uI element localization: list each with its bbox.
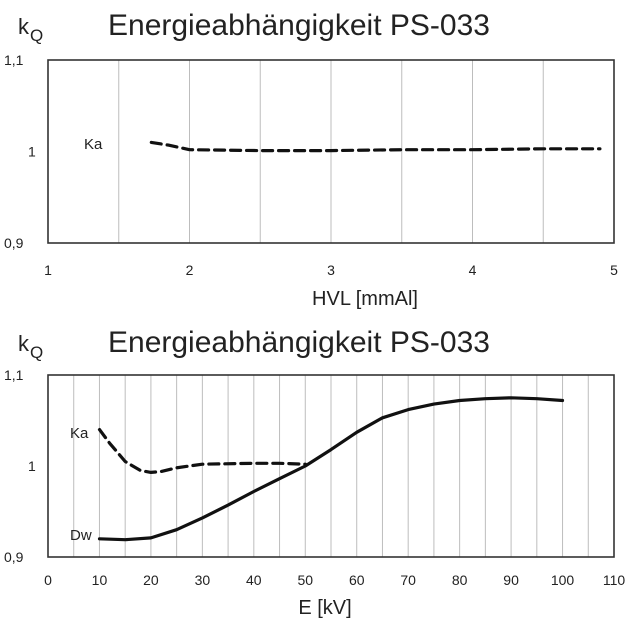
y-axis-label-main: k (18, 331, 30, 356)
series-label-ka: Ka (84, 136, 103, 153)
x-tick-label: 50 (297, 572, 313, 588)
y-tick-label: 1,1 (4, 52, 24, 68)
plot-frame (47, 374, 615, 558)
y-tick-label: 0,9 (4, 235, 24, 251)
x-tick-label: 40 (246, 572, 262, 588)
x-tick-label: 60 (349, 572, 365, 588)
x-tick-label: 3 (327, 262, 335, 278)
x-tick-label: 110 (603, 572, 626, 588)
x-tick-label: 30 (195, 572, 211, 588)
x-tick-label: 5 (610, 262, 618, 278)
x-tick-label: 1 (44, 262, 52, 278)
series-label-ka: Ka (70, 425, 89, 442)
y-tick-label: 1,1 (4, 367, 24, 383)
y-tick-label: 1 (28, 458, 36, 474)
x-tick-label: 2 (186, 262, 194, 278)
chart-1: kQ Energieabhängigkeit PS-033 1 2 3 4 5 1,1 1 0,9… (4, 9, 618, 310)
x-tick-label: 70 (400, 572, 416, 588)
y-axis-label-subscript: Q (30, 26, 43, 45)
y-axis-label-main: k (18, 14, 30, 39)
series-line-dw (97, 396, 565, 542)
y-tick-label: 1 (28, 144, 36, 160)
series-line-ka (149, 140, 602, 153)
y-tick-label: 0,9 (4, 549, 24, 565)
chart-title: Energieabhängigkeit PS-033 (108, 9, 490, 42)
x-tick-label: 20 (143, 572, 159, 588)
chart-title: Energieabhängigkeit PS-033 (108, 326, 490, 359)
y-axis-label: kQ (18, 14, 43, 45)
chart-2: kQ Energieabhängigkeit PS-033 0 10 20 30 40 50 6… (4, 326, 625, 619)
series-line-ka (97, 428, 307, 474)
x-tick-label: 100 (551, 572, 575, 588)
y-axis-label: kQ (18, 331, 43, 362)
plot-frame (47, 59, 615, 244)
x-tick-label: 10 (92, 572, 108, 588)
y-axis-label-subscript: Q (30, 343, 43, 362)
x-tick-label: 0 (44, 572, 52, 588)
x-tick-label: 4 (469, 262, 477, 278)
x-tick-label: 80 (452, 572, 468, 588)
x-tick-label: 90 (503, 572, 519, 588)
x-axis-label: E [kV] (298, 597, 351, 619)
series-label-dw: Dw (70, 527, 92, 544)
x-axis-label: HVL [mmAl] (312, 288, 418, 310)
